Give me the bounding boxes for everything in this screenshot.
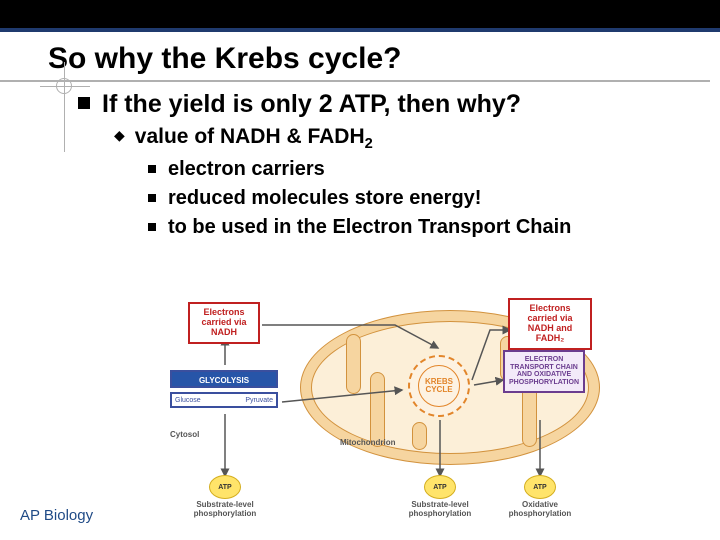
bullet-level-3: reduced molecules store energy! — [148, 187, 690, 210]
bullet-level-1: If the yield is only 2 ATP, then why? — [78, 90, 690, 119]
cellular-respiration-diagram: Electrons carried via NADH Electrons car… — [170, 290, 610, 512]
bullet-text: to be used in the Electron Transport Cha… — [168, 216, 571, 239]
caption-substrate-2: Substrate-level phosphorylation — [395, 500, 485, 518]
nadh-box: Electrons carried via NADH — [188, 302, 260, 344]
glucose-label: Glucose — [175, 397, 201, 404]
nadh-fadh-box: Electrons carried via NADH and FADH₂ — [508, 298, 592, 350]
atp-icon: ATP — [425, 476, 455, 498]
bullet-text-pre: value of NADH & FADH — [135, 125, 365, 148]
caption-substrate-1: Substrate-level phosphorylation — [180, 500, 270, 518]
caption-oxidative: Oxidative phosphorylation — [495, 500, 585, 518]
bullet-text: value of NADH & FADH2 — [135, 125, 373, 152]
bullet-text: electron carriers — [168, 158, 325, 181]
square-bullet-icon — [148, 223, 156, 231]
bullet-level-3: to be used in the Electron Transport Cha… — [148, 216, 690, 239]
krebs-cycle-circle: KREBS CYCLE — [408, 355, 470, 417]
footer-label: AP Biology — [20, 507, 93, 524]
top-color-bar — [0, 0, 720, 32]
etc-box: ELECTRON TRANSPORT CHAIN AND OXIDATIVE P… — [503, 350, 585, 393]
slide-title: So why the Krebs cycle? — [0, 32, 720, 80]
diamond-bullet-icon: ◆ — [114, 127, 125, 144]
mitochondrion-label: Mitochondrion — [340, 438, 396, 447]
square-bullet-icon — [148, 165, 156, 173]
content-area: If the yield is only 2 ATP, then why? ◆ … — [0, 82, 720, 239]
glycolysis-label: GLYCOLYSIS — [170, 370, 278, 388]
bullet-level-3: electron carriers — [148, 158, 690, 181]
cytosol-label: Cytosol — [170, 430, 199, 439]
square-bullet-icon — [148, 194, 156, 202]
square-bullet-icon — [78, 97, 90, 109]
krebs-label-2: CYCLE — [425, 386, 452, 394]
subscript: 2 — [365, 136, 373, 152]
bullet-level-2: ◆ value of NADH & FADH2 — [114, 125, 690, 152]
atp-icon: ATP — [525, 476, 555, 498]
pyruvate-label: Pyruvate — [245, 397, 273, 404]
bullet-text: reduced molecules store energy! — [168, 187, 481, 210]
atp-icon: ATP — [210, 476, 240, 498]
glucose-pyruvate-bar: Glucose Pyruvate — [170, 392, 278, 408]
bullet-text: If the yield is only 2 ATP, then why? — [102, 90, 521, 119]
